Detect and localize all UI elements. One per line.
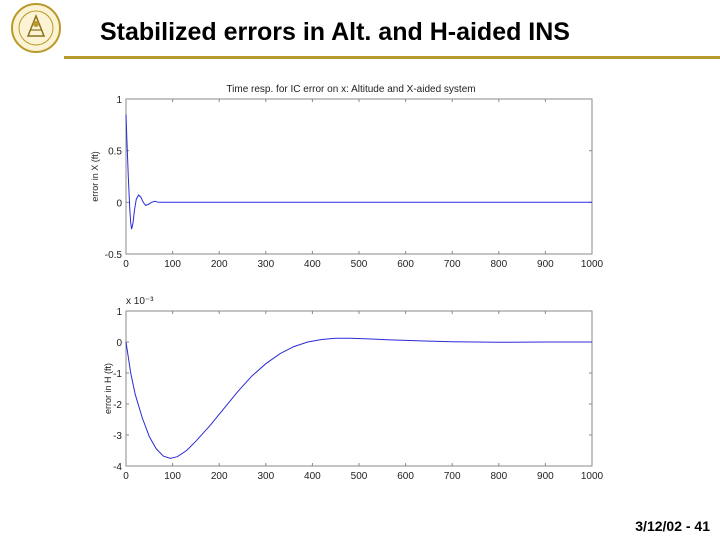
chart-1-x-tick-label: 400 [304, 259, 321, 270]
chart-1-plot-frame [125, 98, 593, 255]
chart-2-y-tick-label: 1 [116, 307, 122, 318]
chart-2-x-tick-label: 800 [490, 471, 507, 482]
chart-2-y-tick-label: -4 [113, 462, 122, 473]
chart-2-y-axis-label: error in H (ft) [103, 363, 113, 414]
chart-2-x-tick-label: 500 [351, 471, 368, 482]
chart-1-x-tick-label: 100 [164, 259, 181, 270]
chart-2-plot-frame [125, 310, 593, 467]
chart-1-y-axis-label: error in X (ft) [90, 151, 100, 202]
chart-1-x-tick-label: 800 [490, 259, 507, 270]
chart-2-y-scale-note: x 10⁻³ [126, 296, 154, 307]
chart-2-x-tick-label: 400 [304, 471, 321, 482]
chart-2-y-tick-label: -3 [113, 431, 122, 442]
chart-1-y-tick-label: 1 [116, 95, 122, 106]
chart-2-series-1-line [125, 337, 592, 459]
chart-1-x-tick-label: 600 [397, 259, 414, 270]
chart-2-y-tick-label: -2 [113, 400, 122, 411]
chart-2-x-tick-label: 200 [211, 471, 228, 482]
title-divider [64, 56, 720, 59]
chart-1-x-tick-label: 500 [351, 259, 368, 270]
chart-2-x-tick-label: 300 [257, 471, 274, 482]
chart-1-title: Time resp. for IC error on x: Altitude a… [226, 84, 475, 95]
chart-1-x-tick-label: 200 [211, 259, 228, 270]
chart-1-y-tick-label: -0.5 [105, 250, 123, 261]
chart-1-x-tick-label: 900 [537, 259, 554, 270]
chart-2-x-tick-label: 0 [123, 471, 129, 482]
chart-1-y-tick-label: 0.5 [108, 147, 122, 158]
chart-2-x-tick-label: 1000 [581, 471, 604, 482]
chart-1-y-tick-label: 0 [116, 198, 122, 209]
chart-2-x-tick-label: 900 [537, 471, 554, 482]
slide-footer: 3/12/02 - 41 [635, 518, 710, 534]
chart-2-x-tick-label: 100 [164, 471, 181, 482]
university-seal-logo [11, 3, 61, 53]
chart-1-series-1-line [125, 114, 592, 230]
chart-2-x-tick-label: 700 [444, 471, 461, 482]
chart-1-x-tick-label: 700 [444, 259, 461, 270]
chart-2-y-tick-label: 0 [116, 338, 122, 349]
chart-2-y-tick-label: -1 [113, 369, 122, 380]
chart-1-x-tick-label: 0 [123, 259, 129, 270]
chart-2-x-tick-label: 600 [397, 471, 414, 482]
chart-1-x-tick-label: 300 [257, 259, 274, 270]
chart-1-x-tick-label: 1000 [581, 259, 604, 270]
page-title: Stabilized errors in Alt. and H-aided IN… [100, 18, 570, 46]
